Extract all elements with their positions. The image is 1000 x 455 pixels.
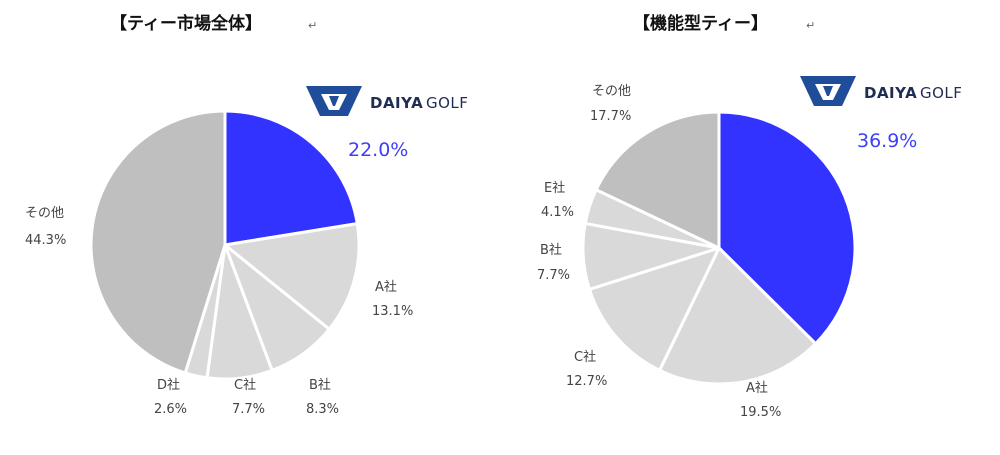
slice-label-name: A社 <box>746 380 768 396</box>
daiya-logo-2: DAIYA GOLF <box>800 76 962 106</box>
daiya-logo-1: DAIYA GOLF <box>306 86 468 116</box>
slice-label-value: 13.1% <box>372 304 413 319</box>
chart2-return-mark: ↵ <box>806 19 815 32</box>
slice-label-value: 12.7% <box>566 374 607 389</box>
slice-label-value: 4.1% <box>541 205 574 220</box>
pie-chart-market <box>89 109 361 381</box>
chart2-title: 【機能型ティー】 <box>633 13 768 34</box>
pie-chart-functional <box>581 110 857 386</box>
slice-label-name: E社 <box>544 180 565 196</box>
pie-slice-5 <box>594 110 721 250</box>
logo-brand-light: GOLF <box>426 94 468 112</box>
pie-slice-1 <box>658 246 818 386</box>
slice-label-name: その他 <box>592 84 631 99</box>
chart1-title: 【ティー市場全体】 <box>110 13 262 34</box>
pie-slice-1 <box>223 222 361 331</box>
logo-brand-light: GOLF <box>920 84 962 102</box>
slice-label-value: 7.7% <box>537 268 570 283</box>
slice-label-name: D社 <box>157 377 180 393</box>
pie-slice-0 <box>717 110 857 346</box>
chart1-return-mark: ↵ <box>308 19 317 32</box>
logo-brand-bold: DAIYA <box>370 94 423 112</box>
logo-brand-bold: DAIYA <box>864 84 917 102</box>
slice-label-name: その他 <box>25 206 64 221</box>
slice-label-value: 17.7% <box>590 109 631 124</box>
slice-label-name: C社 <box>574 349 596 365</box>
logo-mark-core-icon <box>329 96 339 106</box>
slice-label-value: 2.6% <box>154 402 187 417</box>
slice-label-value: 8.3% <box>306 402 339 417</box>
pie-slice-5 <box>89 109 227 375</box>
slice-label-value: 36.9% <box>857 130 917 152</box>
slice-label-value: 19.5% <box>740 405 781 420</box>
slice-label-value: 7.7% <box>232 402 265 417</box>
slice-label-name: A社 <box>375 279 397 295</box>
slice-label-name: B社 <box>540 242 562 258</box>
slice-label-value: 44.3% <box>25 233 66 248</box>
pie-slice-2 <box>587 246 721 372</box>
slice-label-name: C社 <box>234 377 256 393</box>
slice-label-value: 22.0% <box>348 139 408 161</box>
pie-slice-0 <box>223 109 359 247</box>
chart2-labels: 36.9% A社 19.5% C社 12.7% B社 7.7% E社 4.1% … <box>537 84 917 420</box>
chart1-labels: 22.0% A社 13.1% B社 8.3% C社 7.7% D社 2.6% そ… <box>25 139 413 417</box>
logo-mark-core-icon <box>823 86 833 96</box>
slice-label-name: B社 <box>309 377 331 393</box>
